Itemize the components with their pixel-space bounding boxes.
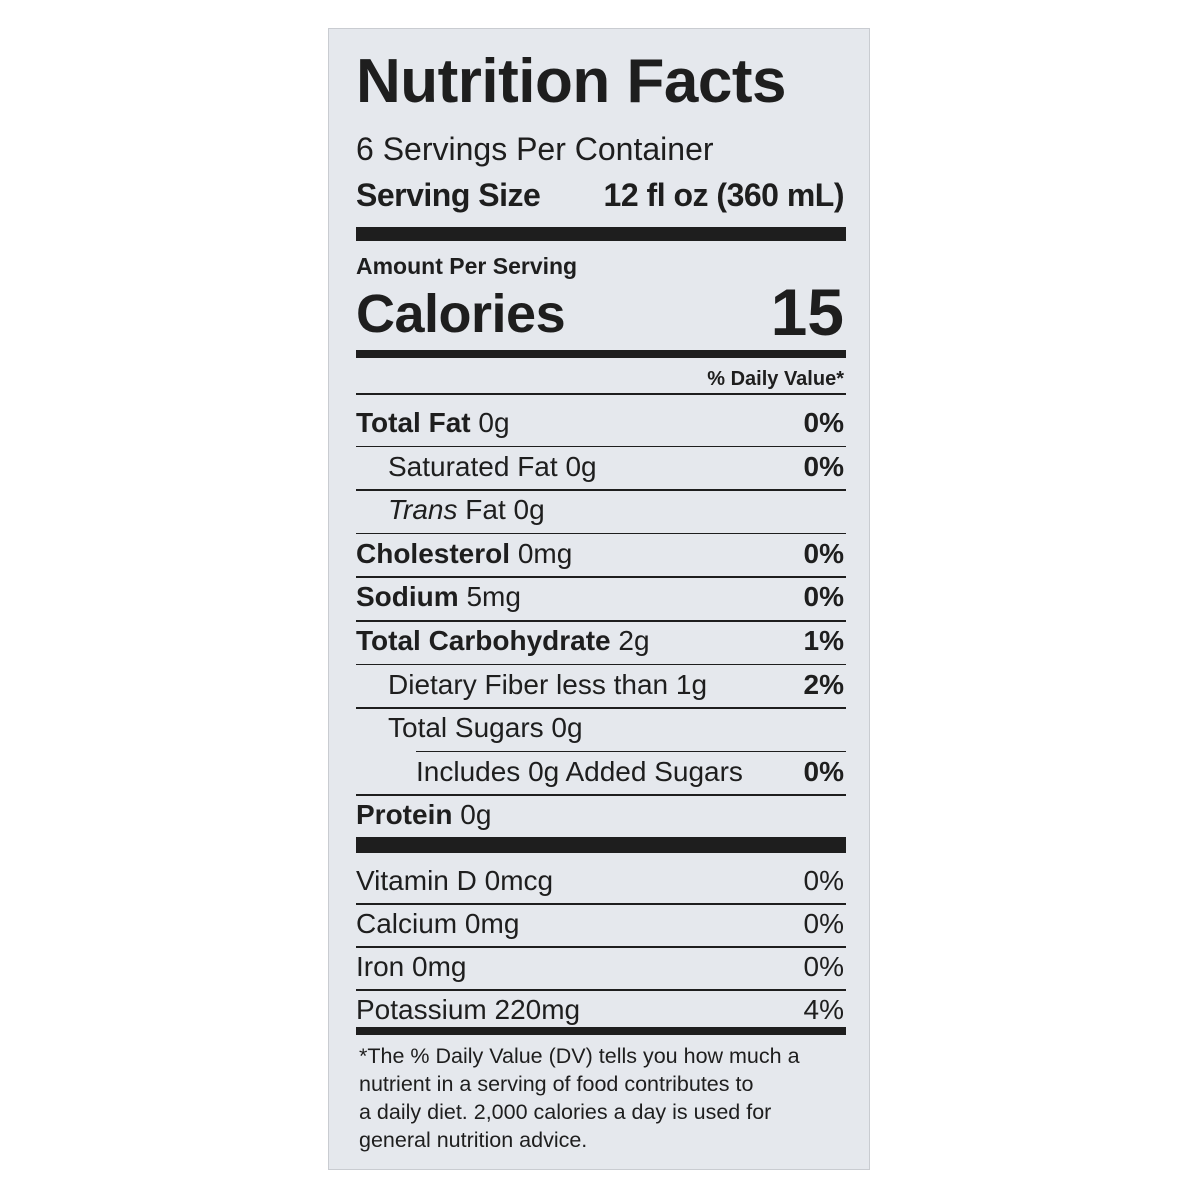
rule (356, 620, 846, 622)
rule (356, 663, 846, 666)
vitamin-name: Iron 0mg (356, 953, 467, 981)
nutrient-name: Total Fat 0g (356, 409, 510, 437)
name: Potassium (356, 994, 487, 1025)
amount: 220mg (494, 994, 581, 1025)
amount: less than 1g (556, 668, 708, 700)
amount: 0mg (464, 908, 520, 939)
amount: 2g (618, 625, 650, 656)
amount: 0g (551, 712, 583, 744)
name: Fat (465, 494, 506, 526)
serving-size-label: Serving Size (356, 177, 541, 213)
name: Iron (356, 951, 405, 982)
daily-value: 0% (803, 407, 844, 438)
calories-label: Calories (356, 284, 566, 344)
nutrient-name: Total Sugars 0g (388, 714, 583, 742)
rule (356, 903, 846, 905)
rule (356, 393, 846, 395)
name: Protein (356, 799, 453, 831)
daily-value: 4% (803, 994, 844, 1025)
rule (356, 946, 846, 948)
title: Nutrition Facts (356, 47, 786, 116)
nutrient-name: Dietary Fiber less than 1g (388, 668, 708, 700)
rule (356, 489, 846, 491)
name: Sodium (356, 581, 459, 613)
nutrient-name: Trans Fat 0g (388, 496, 545, 524)
rule (356, 794, 846, 796)
daily-value: 2% (803, 668, 844, 700)
daily-value: 0% (803, 450, 844, 482)
rule (356, 576, 846, 578)
vitamin-name: Potassium 220mg (356, 996, 580, 1024)
thick-rule (356, 227, 846, 241)
name: Includes 0g Added Sugars (416, 755, 743, 787)
amount: 0g (513, 494, 545, 526)
footnote-line: a daily diet. 2,000 calories a day is us… (359, 1100, 772, 1124)
medium-rule (356, 1027, 846, 1035)
calories-value: 15 (770, 275, 844, 349)
amount-per-serving: Amount Per Serving (356, 253, 578, 279)
name: Saturated Fat (388, 450, 558, 482)
amount: 0mcg (484, 865, 554, 896)
amount: 0g (478, 407, 510, 438)
medium-rule (356, 350, 846, 358)
name: Total Carbohydrate (356, 625, 611, 656)
amount: 0g (565, 450, 597, 482)
serving-size: 12 fl oz (360 mL) (603, 177, 845, 213)
dv-header: % Daily Value* (707, 368, 844, 390)
nutrient-name: Sodium 5mg (356, 583, 521, 611)
nutrient-name: Protein 0g (356, 801, 491, 829)
rule (356, 989, 846, 991)
nutrient-name: Includes 0g Added Sugars (416, 755, 743, 787)
daily-value: 1% (803, 625, 844, 656)
vitamin-name: Calcium 0mg (356, 910, 519, 938)
daily-value: 0% (803, 537, 844, 569)
name: Total Sugars (388, 712, 544, 744)
thick-rule (356, 837, 846, 853)
amount: 0g (460, 799, 492, 831)
daily-value: 0% (803, 908, 844, 939)
name: Calcium (356, 908, 458, 939)
name: Total Fat (356, 407, 471, 438)
rule (356, 707, 846, 709)
amount: 5mg (466, 581, 521, 613)
footnote-line: general nutrition advice. (359, 1128, 588, 1152)
daily-value: 0% (803, 865, 844, 896)
nutrition-label: Nutrition Facts 6 Servings Per Container… (328, 28, 870, 1170)
rule (416, 750, 846, 753)
amount: 0mg (412, 951, 467, 982)
name: Cholesterol (356, 537, 511, 569)
daily-value: 0% (803, 951, 844, 982)
name: Vitamin D (356, 865, 477, 896)
amount: 0mg (517, 537, 573, 569)
nutrient-name: Saturated Fat 0g (388, 450, 597, 482)
name-italic: Trans (388, 494, 458, 526)
daily-value: 0% (803, 581, 844, 613)
vitamin-name: Vitamin D 0mcg (356, 867, 553, 895)
footnote-line: nutrient in a serving of food contribute… (359, 1072, 754, 1096)
rule (356, 532, 846, 535)
rule (356, 445, 846, 448)
daily-value: 0% (803, 755, 844, 787)
nutrient-name: Total Carbohydrate 2g (356, 627, 650, 655)
footnote-line: *The % Daily Value (DV) tells you how mu… (359, 1044, 800, 1068)
name: Dietary Fiber (388, 668, 549, 700)
servings: 6 Servings Per Container (356, 131, 714, 167)
nutrient-name: Cholesterol 0mg (356, 537, 573, 569)
